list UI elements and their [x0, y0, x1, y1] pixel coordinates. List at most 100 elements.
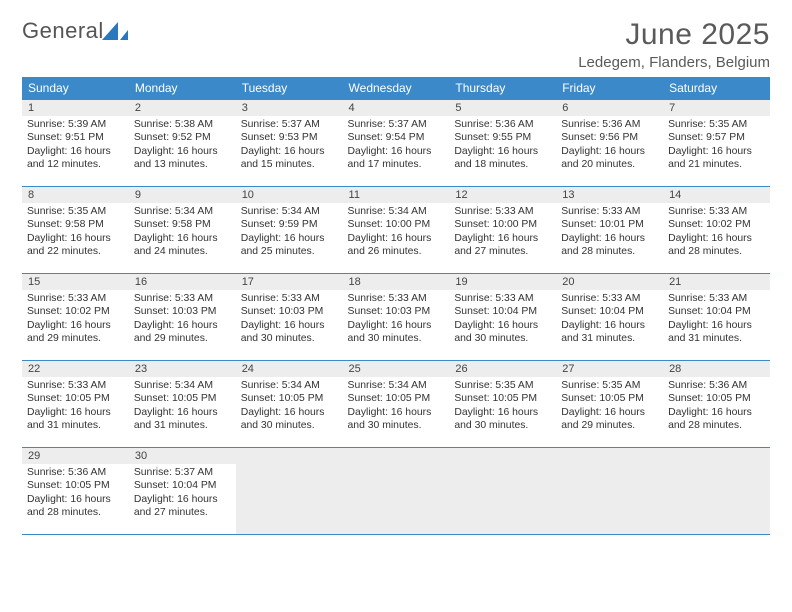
day-number: 11: [343, 187, 450, 203]
day-number: 5: [449, 100, 556, 116]
calendar-cell: 4Sunrise: 5:37 AMSunset: 9:54 PMDaylight…: [343, 100, 450, 187]
day-number: 6: [556, 100, 663, 116]
day-details: Sunrise: 5:33 AMSunset: 10:02 PMDaylight…: [22, 290, 129, 349]
day-details: Sunrise: 5:34 AMSunset: 9:59 PMDaylight:…: [236, 203, 343, 262]
calendar-cell: 29Sunrise: 5:36 AMSunset: 10:05 PMDaylig…: [22, 448, 129, 535]
weekday-header: Monday: [129, 77, 236, 100]
day-details: Sunrise: 5:33 AMSunset: 10:03 PMDaylight…: [129, 290, 236, 349]
calendar-cell: 19Sunrise: 5:33 AMSunset: 10:04 PMDaylig…: [449, 274, 556, 361]
weekday-header: Thursday: [449, 77, 556, 100]
day-number: 28: [663, 361, 770, 377]
day-number: 1: [22, 100, 129, 116]
day-details: Sunrise: 5:34 AMSunset: 9:58 PMDaylight:…: [129, 203, 236, 262]
weekday-header: Sunday: [22, 77, 129, 100]
day-number: 30: [129, 448, 236, 464]
day-details: Sunrise: 5:33 AMSunset: 10:02 PMDaylight…: [663, 203, 770, 262]
calendar-cell: 1Sunrise: 5:39 AMSunset: 9:51 PMDaylight…: [22, 100, 129, 187]
day-number: 23: [129, 361, 236, 377]
day-number: 29: [22, 448, 129, 464]
calendar-cell: 10Sunrise: 5:34 AMSunset: 9:59 PMDayligh…: [236, 187, 343, 274]
day-details: Sunrise: 5:36 AMSunset: 10:05 PMDaylight…: [663, 377, 770, 436]
day-details: Sunrise: 5:37 AMSunset: 9:53 PMDaylight:…: [236, 116, 343, 175]
calendar-cell: 16Sunrise: 5:33 AMSunset: 10:03 PMDaylig…: [129, 274, 236, 361]
day-number: 16: [129, 274, 236, 290]
day-number: 15: [22, 274, 129, 290]
calendar-cell: 7Sunrise: 5:35 AMSunset: 9:57 PMDaylight…: [663, 100, 770, 187]
calendar-cell: [556, 448, 663, 535]
day-details: Sunrise: 5:34 AMSunset: 10:05 PMDaylight…: [129, 377, 236, 436]
day-details: Sunrise: 5:35 AMSunset: 9:57 PMDaylight:…: [663, 116, 770, 175]
day-details: Sunrise: 5:35 AMSunset: 10:05 PMDaylight…: [556, 377, 663, 436]
day-number: 7: [663, 100, 770, 116]
calendar-cell: 26Sunrise: 5:35 AMSunset: 10:05 PMDaylig…: [449, 361, 556, 448]
calendar-cell: 3Sunrise: 5:37 AMSunset: 9:53 PMDaylight…: [236, 100, 343, 187]
day-number: 14: [663, 187, 770, 203]
day-details: Sunrise: 5:37 AMSunset: 9:54 PMDaylight:…: [343, 116, 450, 175]
day-number: 13: [556, 187, 663, 203]
weekday-header: Wednesday: [343, 77, 450, 100]
day-details: Sunrise: 5:33 AMSunset: 10:04 PMDaylight…: [449, 290, 556, 349]
calendar-table: SundayMondayTuesdayWednesdayThursdayFrid…: [22, 77, 770, 535]
calendar-cell: 9Sunrise: 5:34 AMSunset: 9:58 PMDaylight…: [129, 187, 236, 274]
day-number: 24: [236, 361, 343, 377]
day-number: 4: [343, 100, 450, 116]
day-number: 25: [343, 361, 450, 377]
day-number: 22: [22, 361, 129, 377]
day-details: Sunrise: 5:33 AMSunset: 10:04 PMDaylight…: [556, 290, 663, 349]
day-number: 9: [129, 187, 236, 203]
day-details: Sunrise: 5:34 AMSunset: 10:00 PMDaylight…: [343, 203, 450, 262]
brand-logo: General Blue: [22, 18, 104, 70]
day-number: 20: [556, 274, 663, 290]
day-details: Sunrise: 5:39 AMSunset: 9:51 PMDaylight:…: [22, 116, 129, 175]
day-details: Sunrise: 5:33 AMSunset: 10:01 PMDaylight…: [556, 203, 663, 262]
header: General Blue June 2025 Ledegem, Flanders…: [22, 18, 770, 71]
day-number: 3: [236, 100, 343, 116]
day-details: Sunrise: 5:33 AMSunset: 10:03 PMDaylight…: [236, 290, 343, 349]
logo-sail-icon: [102, 22, 128, 47]
calendar-cell: 21Sunrise: 5:33 AMSunset: 10:04 PMDaylig…: [663, 274, 770, 361]
calendar-cell: 25Sunrise: 5:34 AMSunset: 10:05 PMDaylig…: [343, 361, 450, 448]
calendar-cell: 15Sunrise: 5:33 AMSunset: 10:02 PMDaylig…: [22, 274, 129, 361]
day-details: Sunrise: 5:33 AMSunset: 10:03 PMDaylight…: [343, 290, 450, 349]
day-number: 12: [449, 187, 556, 203]
calendar-cell: 18Sunrise: 5:33 AMSunset: 10:03 PMDaylig…: [343, 274, 450, 361]
day-number: 17: [236, 274, 343, 290]
day-number: 19: [449, 274, 556, 290]
day-details: Sunrise: 5:33 AMSunset: 10:04 PMDaylight…: [663, 290, 770, 349]
day-details: Sunrise: 5:35 AMSunset: 9:58 PMDaylight:…: [22, 203, 129, 262]
calendar-cell: 27Sunrise: 5:35 AMSunset: 10:05 PMDaylig…: [556, 361, 663, 448]
day-number: 18: [343, 274, 450, 290]
calendar-cell: 2Sunrise: 5:38 AMSunset: 9:52 PMDaylight…: [129, 100, 236, 187]
calendar-cell: 24Sunrise: 5:34 AMSunset: 10:05 PMDaylig…: [236, 361, 343, 448]
day-number: 26: [449, 361, 556, 377]
calendar-cell: [663, 448, 770, 535]
calendar-cell: 28Sunrise: 5:36 AMSunset: 10:05 PMDaylig…: [663, 361, 770, 448]
calendar-cell: 14Sunrise: 5:33 AMSunset: 10:02 PMDaylig…: [663, 187, 770, 274]
calendar-cell: [449, 448, 556, 535]
day-details: Sunrise: 5:34 AMSunset: 10:05 PMDaylight…: [343, 377, 450, 436]
calendar-cell: 23Sunrise: 5:34 AMSunset: 10:05 PMDaylig…: [129, 361, 236, 448]
day-number: 2: [129, 100, 236, 116]
calendar-cell: 30Sunrise: 5:37 AMSunset: 10:04 PMDaylig…: [129, 448, 236, 535]
day-details: Sunrise: 5:33 AMSunset: 10:00 PMDaylight…: [449, 203, 556, 262]
calendar-cell: 13Sunrise: 5:33 AMSunset: 10:01 PMDaylig…: [556, 187, 663, 274]
day-details: Sunrise: 5:36 AMSunset: 9:56 PMDaylight:…: [556, 116, 663, 175]
day-details: Sunrise: 5:38 AMSunset: 9:52 PMDaylight:…: [129, 116, 236, 175]
day-details: Sunrise: 5:36 AMSunset: 10:05 PMDaylight…: [22, 464, 129, 523]
weekday-header: Friday: [556, 77, 663, 100]
calendar-cell: 11Sunrise: 5:34 AMSunset: 10:00 PMDaylig…: [343, 187, 450, 274]
calendar-cell: 12Sunrise: 5:33 AMSunset: 10:00 PMDaylig…: [449, 187, 556, 274]
page-title: June 2025: [578, 18, 770, 52]
logo-word-1: General: [22, 18, 104, 43]
day-details: Sunrise: 5:34 AMSunset: 10:05 PMDaylight…: [236, 377, 343, 436]
day-details: Sunrise: 5:36 AMSunset: 9:55 PMDaylight:…: [449, 116, 556, 175]
weekday-header: Saturday: [663, 77, 770, 100]
day-number: 8: [22, 187, 129, 203]
day-details: Sunrise: 5:33 AMSunset: 10:05 PMDaylight…: [22, 377, 129, 436]
day-number: 27: [556, 361, 663, 377]
day-details: Sunrise: 5:35 AMSunset: 10:05 PMDaylight…: [449, 377, 556, 436]
calendar-cell: [343, 448, 450, 535]
calendar-cell: 20Sunrise: 5:33 AMSunset: 10:04 PMDaylig…: [556, 274, 663, 361]
calendar-cell: 8Sunrise: 5:35 AMSunset: 9:58 PMDaylight…: [22, 187, 129, 274]
calendar-cell: [236, 448, 343, 535]
